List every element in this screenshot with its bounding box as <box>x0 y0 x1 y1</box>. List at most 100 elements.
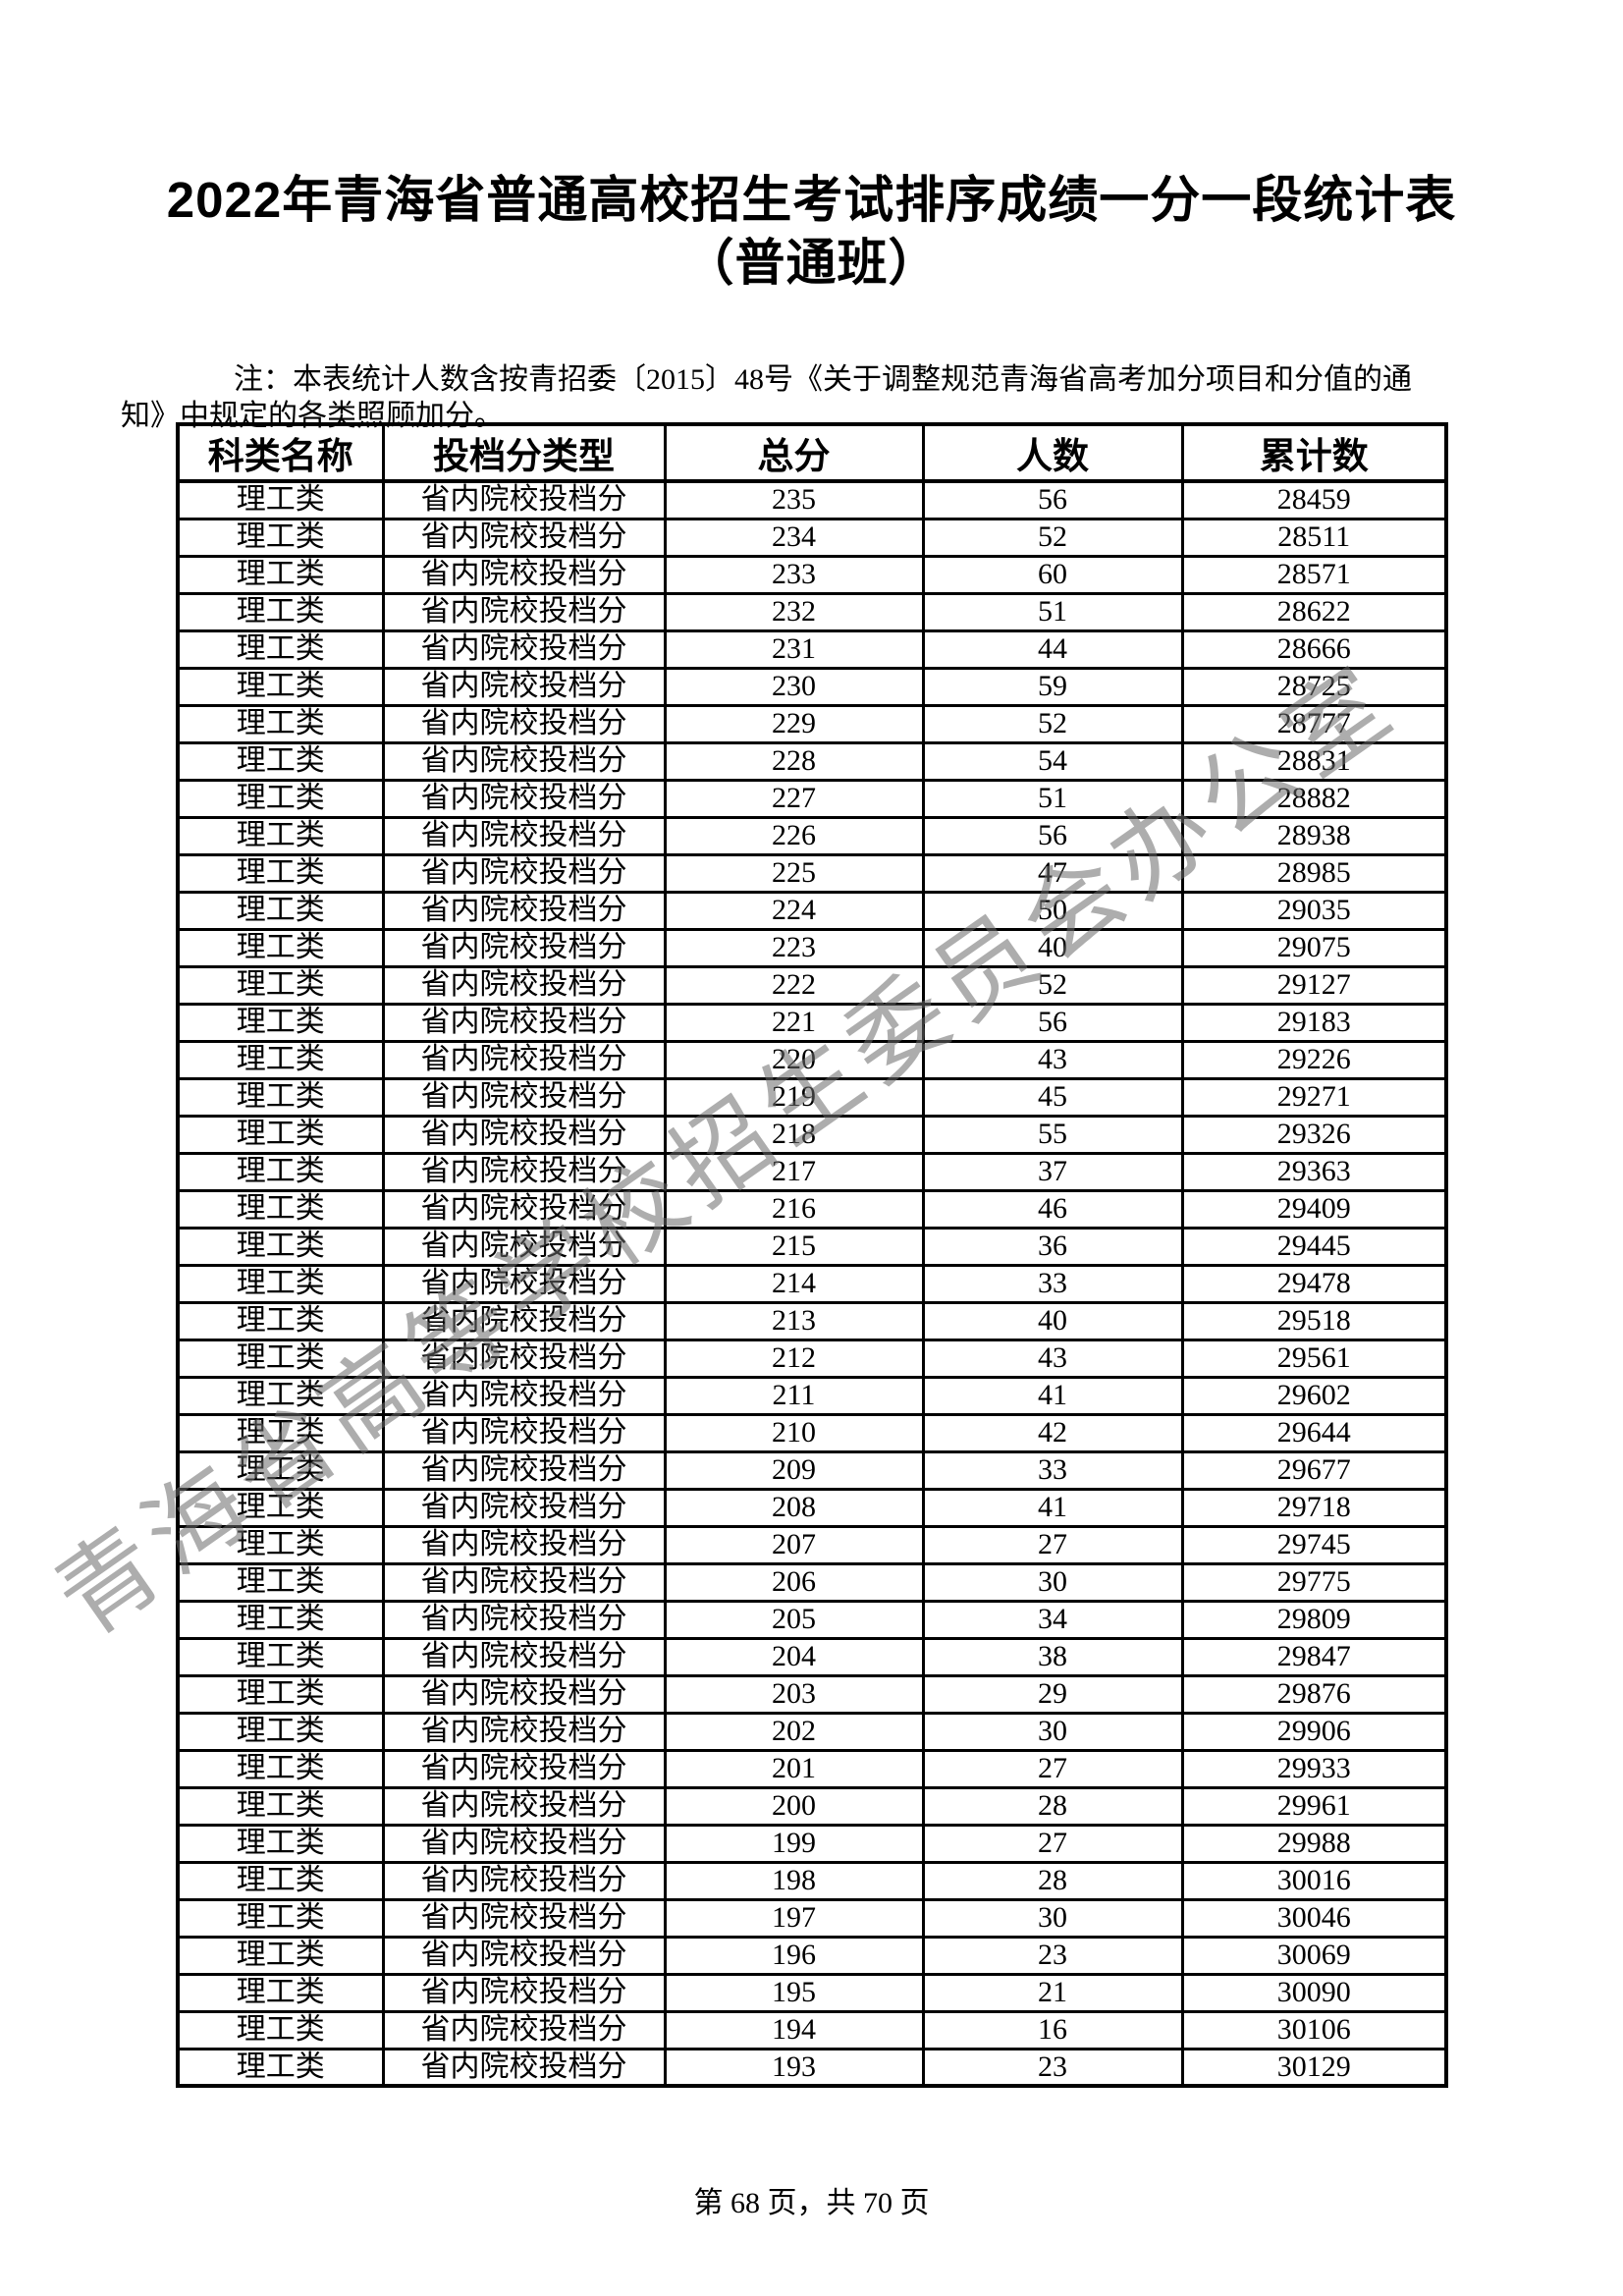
cell-score-type: 省内院校投档分 <box>381 1673 667 1715</box>
table-row: 理工类 省内院校投档分 212 43 29561 <box>176 1338 1448 1379</box>
cell-score-type: 省内院校投档分 <box>381 1897 667 1939</box>
cell-category: 理工类 <box>176 1711 385 1752</box>
cell-count: 38 <box>921 1636 1184 1677</box>
cell-score-type: 省内院校投档分 <box>381 1524 667 1565</box>
table-row: 理工类 省内院校投档分 230 59 28725 <box>176 666 1448 707</box>
cell-cumulative: 29677 <box>1180 1449 1448 1491</box>
table-row: 理工类 省内院校投档分 231 44 28666 <box>176 629 1448 670</box>
cell-cumulative: 30129 <box>1180 2047 1448 2088</box>
cell-total-score: 232 <box>663 591 925 632</box>
cell-total-score: 196 <box>663 1935 925 1976</box>
cell-cumulative: 28985 <box>1180 852 1448 894</box>
title-line-2: （普通班） <box>683 235 940 291</box>
cell-count: 51 <box>921 778 1184 819</box>
cell-total-score: 221 <box>663 1002 925 1043</box>
cell-score-type: 省内院校投档分 <box>381 1039 667 1080</box>
page-title: 2022年青海省普通高校招生考试排序成绩一分一段统计表 （普通班） <box>0 169 1623 295</box>
cell-count: 45 <box>921 1076 1184 1118</box>
cell-score-type: 省内院校投档分 <box>381 964 667 1006</box>
table-header-row: 科类名称 投档分类型 总分 人数 累计数 <box>176 422 1448 483</box>
table-row: 理工类 省内院校投档分 229 52 28777 <box>176 703 1448 744</box>
cell-total-score: 230 <box>663 666 925 707</box>
cell-cumulative: 28938 <box>1180 815 1448 856</box>
cell-score-type: 省内院校投档分 <box>381 1561 667 1603</box>
cell-score-type: 省内院校投档分 <box>381 1151 667 1192</box>
cell-count: 43 <box>921 1338 1184 1379</box>
cell-cumulative: 29809 <box>1180 1599 1448 1640</box>
cell-total-score: 199 <box>663 1823 925 1864</box>
cell-cumulative: 29271 <box>1180 1076 1448 1118</box>
cell-score-type: 省内院校投档分 <box>381 1076 667 1118</box>
table-row: 理工类 省内院校投档分 202 30 29906 <box>176 1711 1448 1752</box>
cell-total-score: 207 <box>663 1524 925 1565</box>
cell-score-type: 省内院校投档分 <box>381 666 667 707</box>
cell-count: 23 <box>921 1935 1184 1976</box>
cell-cumulative: 29518 <box>1180 1300 1448 1341</box>
cell-score-type: 省内院校投档分 <box>381 1449 667 1491</box>
table-row: 理工类 省内院校投档分 232 51 28622 <box>176 591 1448 632</box>
cell-total-score: 231 <box>663 629 925 670</box>
cell-count: 27 <box>921 1823 1184 1864</box>
cell-category: 理工类 <box>176 1375 385 1416</box>
cell-category: 理工类 <box>176 1226 385 1267</box>
cell-count: 41 <box>921 1375 1184 1416</box>
cell-category: 理工类 <box>176 1561 385 1603</box>
cell-cumulative: 28571 <box>1180 554 1448 595</box>
cell-category: 理工类 <box>176 1823 385 1864</box>
cell-category: 理工类 <box>176 815 385 856</box>
cell-score-type: 省内院校投档分 <box>381 591 667 632</box>
table-row: 理工类 省内院校投档分 199 27 29988 <box>176 1823 1448 1864</box>
cell-total-score: 223 <box>663 927 925 968</box>
cell-count: 27 <box>921 1524 1184 1565</box>
cell-category: 理工类 <box>176 1449 385 1491</box>
cell-count: 51 <box>921 591 1184 632</box>
table-body: 理工类 省内院校投档分 235 56 28459 理工类 省内院校投档分 234 52 28511… <box>176 479 1448 2088</box>
table-row: 理工类 省内院校投档分 208 41 29718 <box>176 1487 1448 1528</box>
cell-cumulative: 28882 <box>1180 778 1448 819</box>
cell-cumulative: 30069 <box>1180 1935 1448 1976</box>
cell-count: 59 <box>921 666 1184 707</box>
cell-cumulative: 28622 <box>1180 591 1448 632</box>
cell-total-score: 210 <box>663 1412 925 1453</box>
cell-score-type: 省内院校投档分 <box>381 1226 667 1267</box>
cell-count: 21 <box>921 1972 1184 2013</box>
cell-score-type: 省内院校投档分 <box>381 554 667 595</box>
table-row: 理工类 省内院校投档分 222 52 29127 <box>176 964 1448 1006</box>
table-row: 理工类 省内院校投档分 216 46 29409 <box>176 1188 1448 1230</box>
cell-score-type: 省内院校投档分 <box>381 815 667 856</box>
cell-category: 理工类 <box>176 1636 385 1677</box>
cell-score-type: 省内院校投档分 <box>381 1785 667 1827</box>
cell-category: 理工类 <box>176 927 385 968</box>
header-score-type: 投档分类型 <box>381 422 667 483</box>
cell-total-score: 209 <box>663 1449 925 1491</box>
cell-total-score: 222 <box>663 964 925 1006</box>
score-distribution-table: 科类名称 投档分类型 总分 人数 累计数 理工类 省内院校投档分 235 56 2845… <box>176 422 1448 2088</box>
table-row: 理工类 省内院校投档分 211 41 29602 <box>176 1375 1448 1416</box>
cell-category: 理工类 <box>176 778 385 819</box>
table-row: 理工类 省内院校投档分 201 27 29933 <box>176 1748 1448 1789</box>
cell-cumulative: 28459 <box>1180 479 1448 520</box>
cell-total-score: 201 <box>663 1748 925 1789</box>
table-row: 理工类 省内院校投档分 195 21 30090 <box>176 1972 1448 2013</box>
cell-total-score: 234 <box>663 517 925 558</box>
cell-score-type: 省内院校投档分 <box>381 927 667 968</box>
cell-score-type: 省内院校投档分 <box>381 1935 667 1976</box>
cell-score-type: 省内院校投档分 <box>381 1748 667 1789</box>
cell-cumulative: 29226 <box>1180 1039 1448 1080</box>
cell-category: 理工类 <box>176 1151 385 1192</box>
cell-score-type: 省内院校投档分 <box>381 1263 667 1304</box>
cell-category: 理工类 <box>176 1972 385 2013</box>
table-row: 理工类 省内院校投档分 206 30 29775 <box>176 1561 1448 1603</box>
cell-count: 52 <box>921 964 1184 1006</box>
cell-cumulative: 29183 <box>1180 1002 1448 1043</box>
table-row: 理工类 省内院校投档分 205 34 29809 <box>176 1599 1448 1640</box>
table-row: 理工类 省内院校投档分 235 56 28459 <box>176 479 1448 520</box>
cell-total-score: 228 <box>663 740 925 782</box>
cell-cumulative: 29445 <box>1180 1226 1448 1267</box>
cell-total-score: 195 <box>663 1972 925 2013</box>
header-count: 人数 <box>921 422 1184 483</box>
table-row: 理工类 省内院校投档分 209 33 29677 <box>176 1449 1448 1491</box>
table-row: 理工类 省内院校投档分 197 30 30046 <box>176 1897 1448 1939</box>
cell-cumulative: 28725 <box>1180 666 1448 707</box>
